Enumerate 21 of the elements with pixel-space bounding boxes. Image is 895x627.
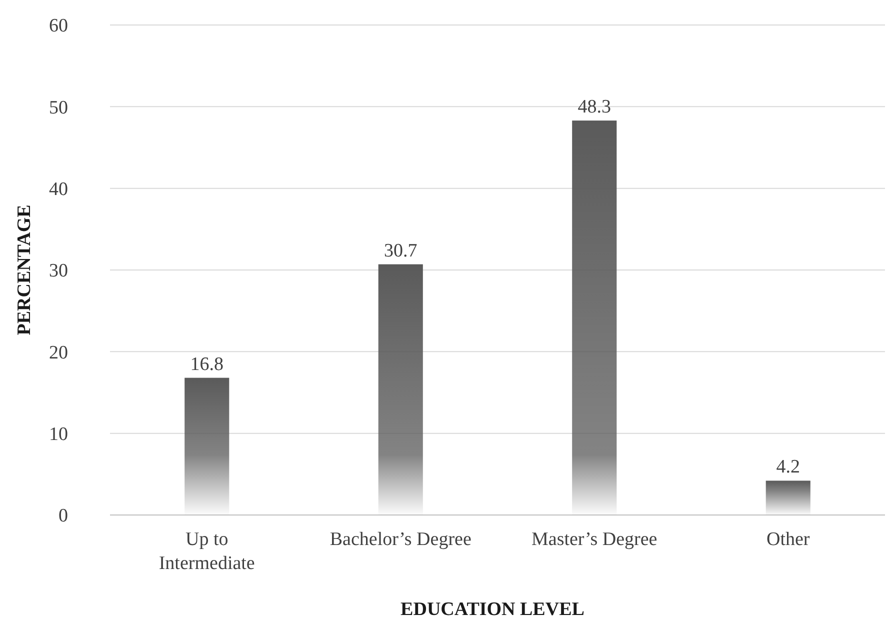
x-tick-label: Bachelor’s Degree — [330, 529, 472, 550]
bar — [184, 378, 230, 515]
x-axis-title: EDUCATION LEVEL — [400, 599, 584, 620]
y-tick-label: 10 — [49, 424, 68, 445]
data-label: 30.7 — [384, 240, 418, 262]
y-tick-label: 30 — [49, 260, 68, 282]
bar — [378, 264, 423, 515]
y-tick-label: 0 — [58, 506, 68, 527]
data-label: 48.3 — [578, 96, 611, 118]
y-tick-label: 50 — [49, 97, 68, 118]
y-axis-title: PERCENTAGE — [14, 204, 35, 336]
y-tick-label: 20 — [49, 342, 68, 364]
bar — [766, 480, 810, 515]
bar — [572, 120, 617, 515]
data-label: 4.2 — [776, 456, 800, 478]
y-tick-label: 40 — [49, 178, 68, 200]
y-tick-label: 60 — [49, 16, 68, 37]
x-tick-label: Up to Intermediate — [158, 529, 255, 574]
x-tick-label: Other — [766, 529, 810, 550]
data-label: 16.8 — [190, 354, 224, 375]
x-tick-label: Master’s Degree — [532, 529, 658, 550]
